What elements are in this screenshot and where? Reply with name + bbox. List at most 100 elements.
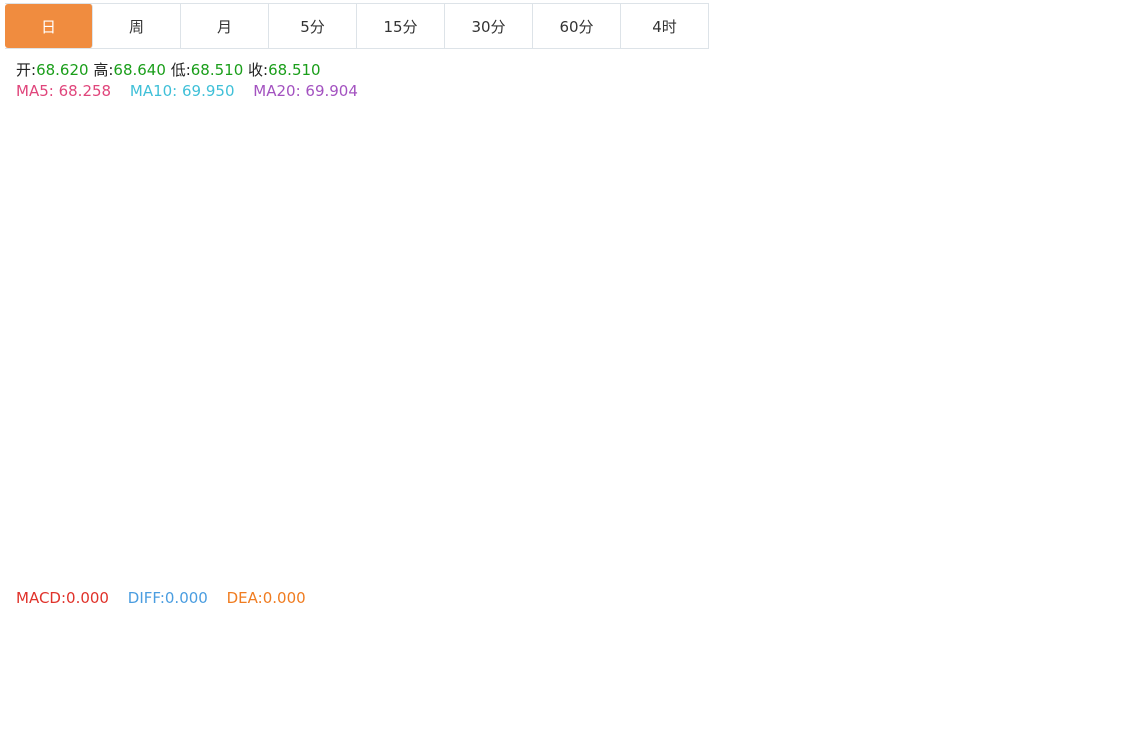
macd-bar xyxy=(811,666,823,678)
candle xyxy=(136,160,148,260)
macd-tick-label: 0.559 xyxy=(1047,651,1087,667)
macd-bar xyxy=(511,657,523,678)
price-tick-label: 66.242 xyxy=(1047,526,1096,542)
macd-bar xyxy=(16,673,28,678)
macd-bar xyxy=(271,677,283,702)
macd-bar xyxy=(61,644,73,678)
macd-bar xyxy=(946,677,958,681)
macd-bar xyxy=(901,670,913,678)
candle xyxy=(481,333,493,531)
macd-bar xyxy=(46,662,58,678)
macd-bar xyxy=(1,667,13,678)
candle xyxy=(451,449,463,504)
tab-1[interactable]: 周 xyxy=(93,4,181,48)
candle-body xyxy=(181,279,193,395)
candle-body xyxy=(451,449,463,492)
candle xyxy=(961,422,973,474)
candle-body xyxy=(106,151,118,203)
candle xyxy=(721,342,733,398)
candle xyxy=(511,258,523,370)
candle xyxy=(631,327,643,413)
macd-bar xyxy=(481,677,493,694)
tab-4[interactable]: 15分 xyxy=(357,4,445,48)
candle-body xyxy=(271,494,283,534)
candle xyxy=(931,433,943,481)
candle-body xyxy=(421,347,433,408)
candle xyxy=(16,202,28,282)
candle xyxy=(76,226,88,303)
macd-bar xyxy=(346,677,358,696)
macd-value: 0.000 xyxy=(66,589,109,607)
candle-body xyxy=(241,443,253,468)
candle-body xyxy=(166,260,178,280)
tab-3[interactable]: 5分 xyxy=(269,4,357,48)
macd-bar xyxy=(721,674,733,678)
tab-2[interactable]: 月 xyxy=(181,4,269,48)
candle xyxy=(241,437,253,496)
close-label: 收: xyxy=(248,61,269,79)
tab-0[interactable]: 日 xyxy=(5,4,93,48)
tab-6[interactable]: 60分 xyxy=(533,4,621,48)
macd-bar xyxy=(136,624,148,678)
macd-bar xyxy=(781,677,793,690)
candle xyxy=(796,430,808,496)
candle-body xyxy=(871,331,883,338)
price-tick-label: 75.924 xyxy=(1047,189,1096,205)
candle-body xyxy=(286,430,298,495)
candle-body xyxy=(616,226,628,339)
macd-bar xyxy=(451,677,463,724)
candle-body xyxy=(391,356,403,377)
candle-body xyxy=(706,356,718,405)
ma20-label: MA20: xyxy=(253,82,301,100)
candle xyxy=(46,257,58,352)
candle-body xyxy=(796,434,808,491)
candle-body xyxy=(151,197,163,277)
price-tick-label: 73.772 xyxy=(1047,264,1096,280)
candle xyxy=(496,315,508,407)
macd-bar xyxy=(646,677,658,679)
candle xyxy=(466,427,478,488)
candle-body xyxy=(16,212,28,271)
candle xyxy=(226,397,238,501)
candle xyxy=(541,143,553,277)
macd-tick-label: -0.521 xyxy=(1047,689,1092,705)
candle xyxy=(586,183,598,288)
macd-bar xyxy=(496,677,508,679)
current-price-label: 68.510 xyxy=(1047,445,1100,463)
candle-body xyxy=(211,426,223,429)
macd-bar xyxy=(181,674,193,678)
candle-body xyxy=(301,426,313,429)
macd-bar xyxy=(736,677,748,680)
candle xyxy=(856,309,868,357)
macd-bar xyxy=(766,677,778,696)
candle-body xyxy=(976,450,988,455)
price-tick-label: 71.621 xyxy=(1047,339,1096,355)
macd-bar xyxy=(841,649,853,678)
macd-bar xyxy=(316,677,328,688)
candle xyxy=(976,449,988,455)
macd-bar xyxy=(256,677,268,710)
macd-bar xyxy=(406,677,418,712)
macd-bar xyxy=(376,677,388,696)
macd-bar xyxy=(241,677,253,702)
macd-bar xyxy=(556,650,568,678)
macd-bar xyxy=(916,677,928,681)
macd-bar xyxy=(586,642,598,678)
price-tick-label: 74.848 xyxy=(1047,226,1096,242)
macd-tick-label: 1.638 xyxy=(1047,613,1087,629)
candle-body xyxy=(841,342,853,393)
macd-bar xyxy=(961,677,973,679)
tab-5[interactable]: 30分 xyxy=(445,4,533,48)
high-value: 68.640 xyxy=(113,61,166,79)
candle xyxy=(901,323,913,402)
candle-body xyxy=(631,346,643,368)
candle-body xyxy=(376,358,388,362)
tab-7[interactable]: 4时 xyxy=(621,4,709,48)
candle-body xyxy=(46,293,58,335)
ma5-label: MA5: xyxy=(16,82,54,100)
candle-body xyxy=(751,342,763,392)
candle-body xyxy=(571,267,583,287)
candle xyxy=(361,348,373,434)
candle-body xyxy=(781,471,793,490)
